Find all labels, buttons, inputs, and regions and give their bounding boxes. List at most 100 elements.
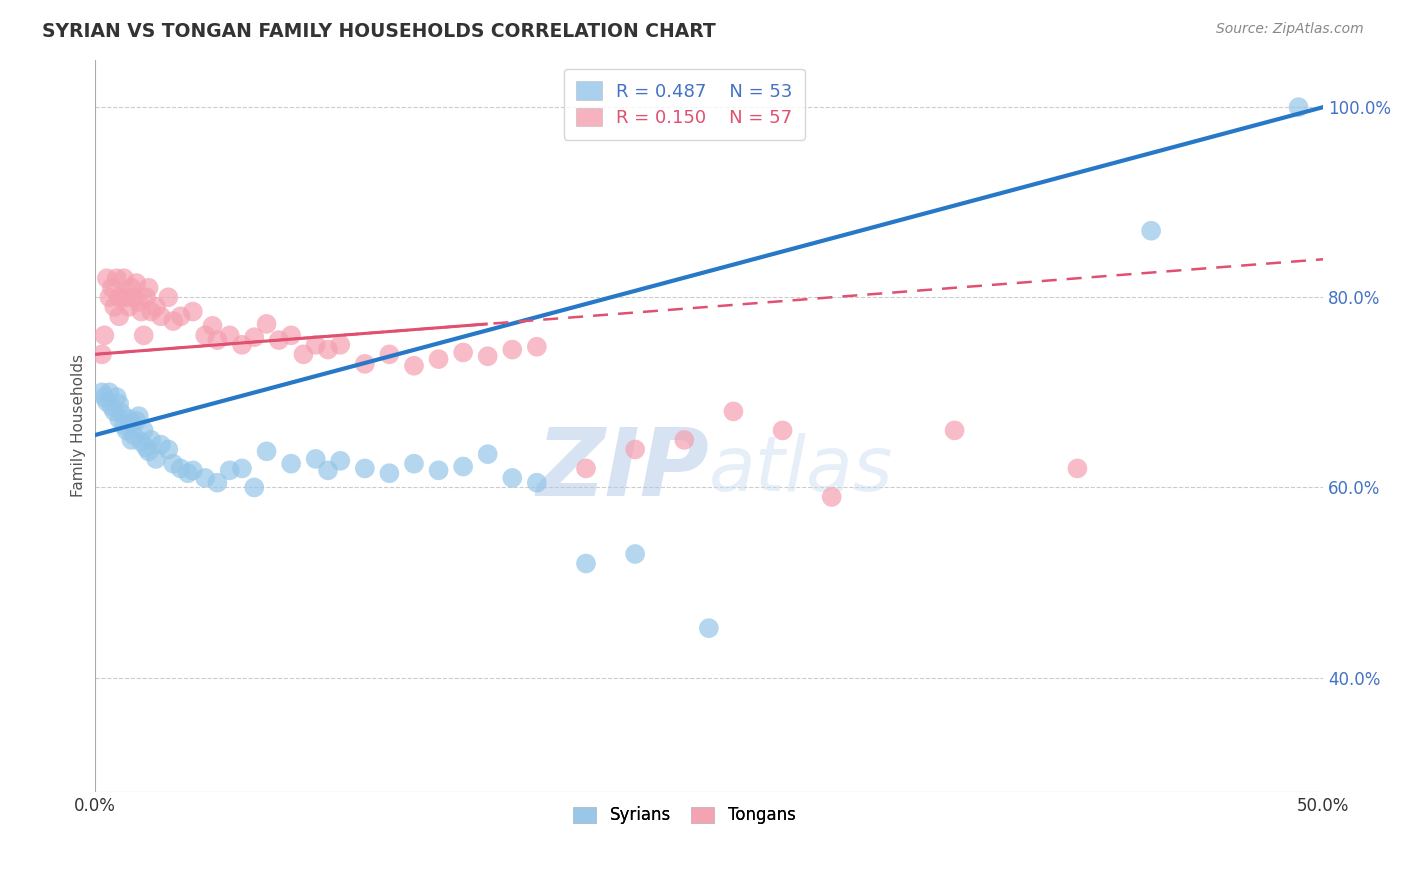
Point [98,290,121,304]
Point [723,404,745,418]
Point [329,454,352,468]
Point [120,281,142,295]
Point [280,457,302,471]
Point [96,271,118,285]
Point [98,385,121,400]
Point [135,441,157,455]
Point [128,409,150,424]
Point [427,463,450,477]
Point [575,557,598,571]
Point [697,621,720,635]
Point [125,414,148,428]
Point [128,295,150,310]
Point [218,328,240,343]
Point [93,390,115,404]
Point [122,428,145,442]
Point [115,424,138,438]
Text: ZIP: ZIP [536,424,709,516]
Point [108,397,131,411]
Point [157,442,180,457]
Point [103,404,125,418]
Point [122,290,145,304]
Point [501,471,523,485]
Point [135,290,157,304]
Point [243,480,266,494]
Point [378,466,401,480]
Point [129,304,152,318]
Point [169,310,191,324]
Point [267,333,290,347]
Point [231,461,253,475]
Point [91,385,114,400]
Point [316,463,339,477]
Point [93,328,115,343]
Point [145,300,167,314]
Point [402,457,425,471]
Point [129,434,152,449]
Text: SYRIAN VS TONGAN FAMILY HOUSEHOLDS CORRELATION CHART: SYRIAN VS TONGAN FAMILY HOUSEHOLDS CORRE… [42,22,716,41]
Point [218,463,240,477]
Point [115,290,138,304]
Point [207,333,229,347]
Point [181,304,204,318]
Point [402,359,425,373]
Point [100,400,122,414]
Point [181,463,204,477]
Point [120,416,142,430]
Point [110,290,132,304]
Point [451,459,474,474]
Point [138,281,160,295]
Point [169,461,191,475]
Point [280,328,302,343]
Point [354,461,377,475]
Point [139,304,162,318]
Point [194,328,217,343]
Point [477,447,499,461]
Point [149,438,172,452]
Point [139,433,162,447]
Point [138,444,160,458]
Point [105,390,128,404]
Point [477,349,499,363]
Point [256,444,278,458]
Point [100,281,122,295]
Legend: Syrians, Tongans: Syrians, Tongans [567,799,803,831]
Point [91,347,114,361]
Point [305,338,328,352]
Point [103,300,125,314]
Point [243,330,266,344]
Point [112,418,135,433]
Point [427,352,450,367]
Point [292,347,315,361]
Point [105,271,128,285]
Point [821,490,844,504]
Point [354,357,377,371]
Point [526,475,548,490]
Text: atlas: atlas [709,433,893,507]
Point [162,314,184,328]
Point [624,442,647,457]
Point [112,271,135,285]
Point [108,310,131,324]
Point [1288,100,1310,114]
Point [132,328,155,343]
Point [673,433,696,447]
Point [118,300,141,314]
Point [451,345,474,359]
Point [96,395,118,409]
Point [256,317,278,331]
Point [943,424,966,438]
Point [329,338,352,352]
Point [305,451,328,466]
Point [110,406,132,420]
Point [145,451,167,466]
Point [231,338,253,352]
Point [118,412,141,426]
Point [624,547,647,561]
Point [316,343,339,357]
Point [125,276,148,290]
Y-axis label: Family Households: Family Households [72,354,86,497]
Point [378,347,401,361]
Text: Source: ZipAtlas.com: Source: ZipAtlas.com [1216,22,1364,37]
Point [108,412,131,426]
